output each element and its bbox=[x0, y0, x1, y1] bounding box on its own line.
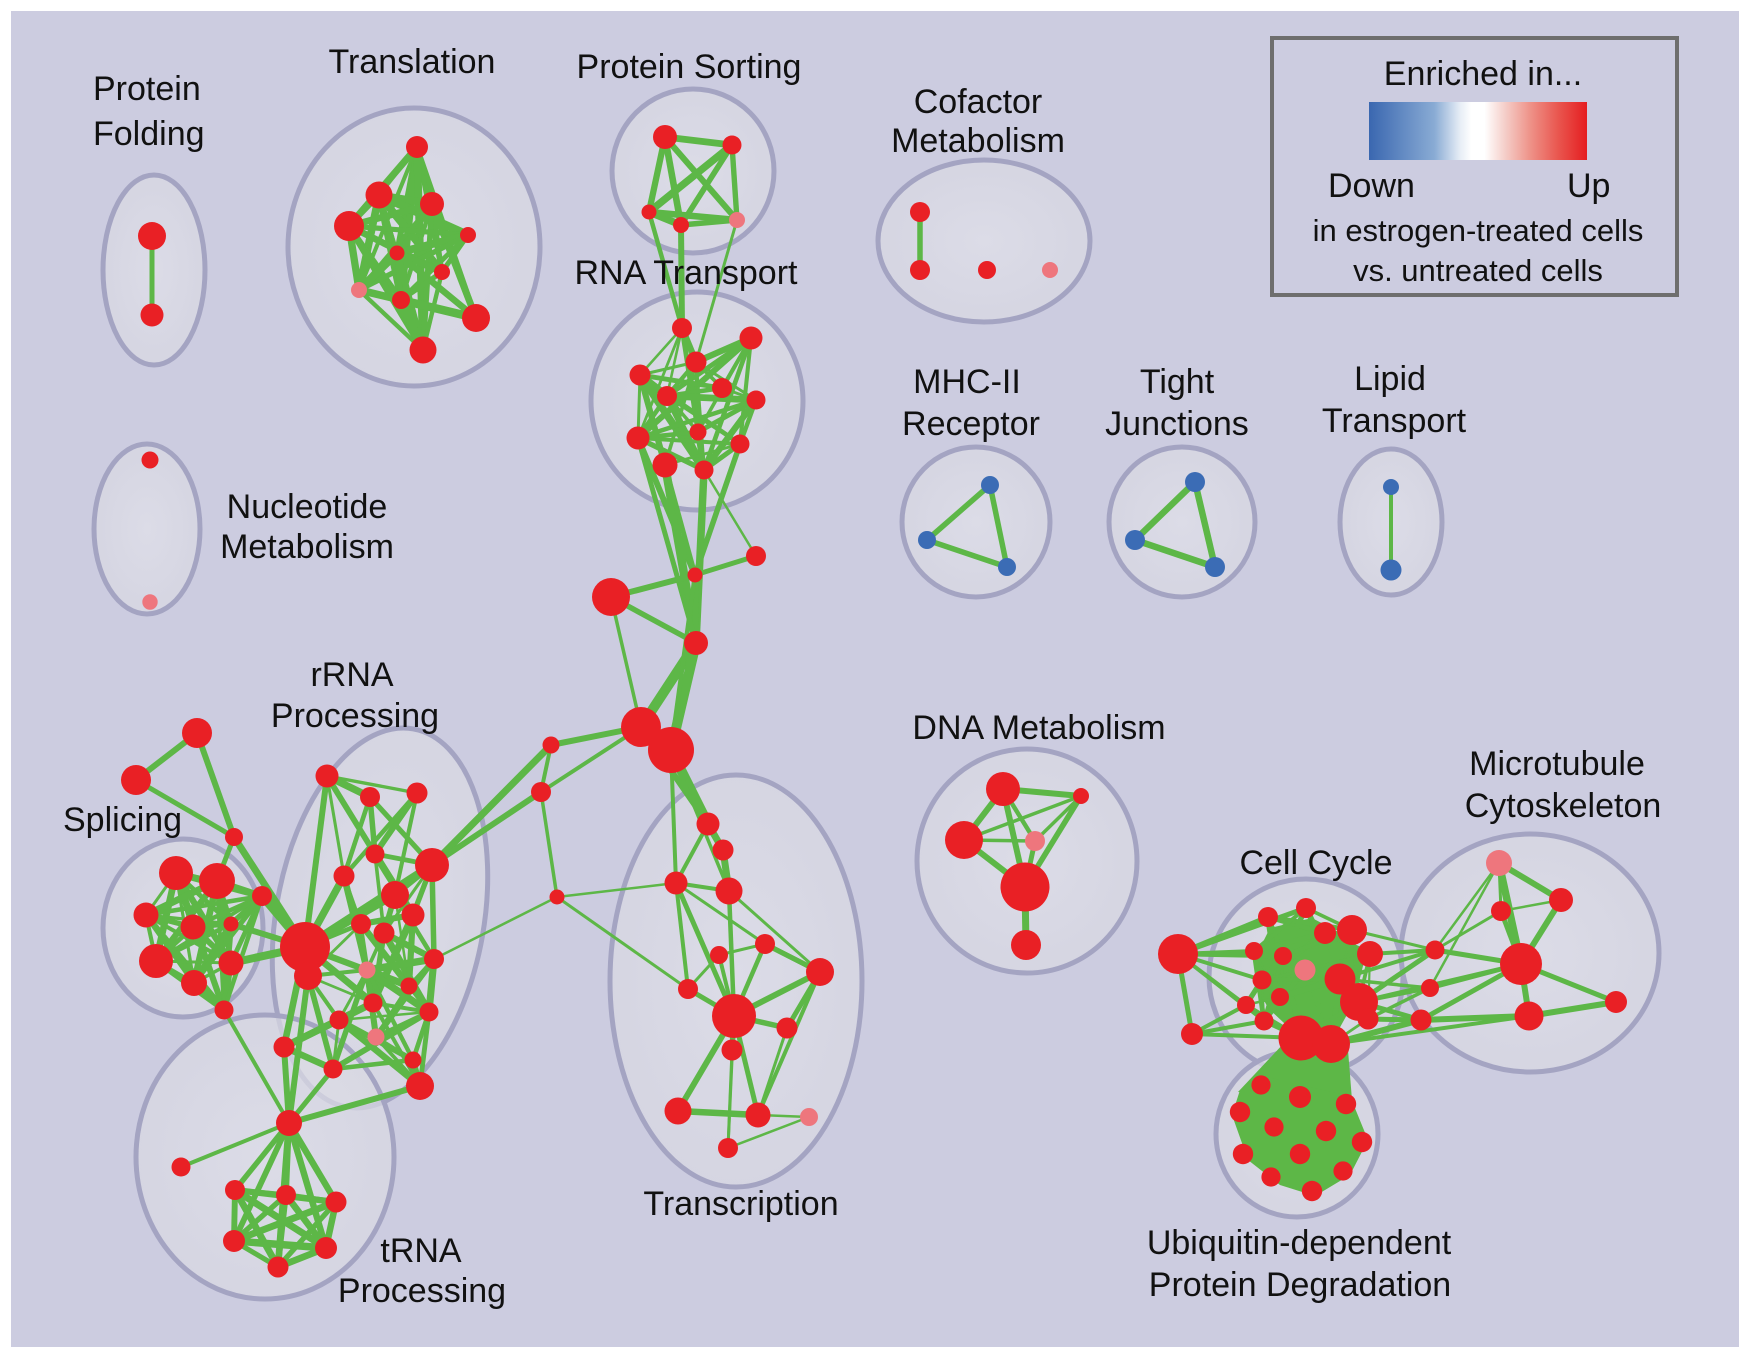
svg-text:Protein Sorting: Protein Sorting bbox=[577, 48, 802, 86]
svg-text:Microtubule: Microtubule bbox=[1469, 745, 1645, 783]
svg-text:Transport: Transport bbox=[1322, 402, 1467, 440]
svg-text:Metabolism: Metabolism bbox=[220, 528, 394, 566]
svg-text:Protein: Protein bbox=[93, 70, 201, 108]
svg-text:Processing: Processing bbox=[271, 697, 439, 735]
svg-text:Translation: Translation bbox=[329, 43, 496, 81]
svg-text:Cofactor: Cofactor bbox=[914, 83, 1043, 121]
svg-text:Enriched in...: Enriched in... bbox=[1384, 55, 1582, 93]
svg-text:Down: Down bbox=[1328, 167, 1415, 205]
svg-text:tRNA: tRNA bbox=[380, 1232, 462, 1270]
svg-text:MHC-II: MHC-II bbox=[913, 363, 1021, 401]
svg-text:Ubiquitin-dependent: Ubiquitin-dependent bbox=[1147, 1224, 1452, 1262]
svg-text:rRNA: rRNA bbox=[310, 656, 393, 694]
svg-text:Up: Up bbox=[1567, 167, 1610, 205]
svg-text:DNA Metabolism: DNA Metabolism bbox=[912, 709, 1165, 747]
svg-text:Folding: Folding bbox=[93, 115, 205, 153]
svg-text:Processing: Processing bbox=[338, 1272, 506, 1310]
svg-text:in estrogen-treated cells: in estrogen-treated cells bbox=[1313, 213, 1644, 248]
svg-text:Receptor: Receptor bbox=[902, 405, 1040, 443]
svg-text:Junctions: Junctions bbox=[1105, 405, 1249, 443]
svg-text:Cell Cycle: Cell Cycle bbox=[1239, 844, 1392, 882]
svg-text:Protein Degradation: Protein Degradation bbox=[1149, 1266, 1451, 1304]
svg-text:RNA Transport: RNA Transport bbox=[575, 254, 799, 292]
svg-text:Cytoskeleton: Cytoskeleton bbox=[1465, 787, 1662, 825]
svg-text:vs. untreated cells: vs. untreated cells bbox=[1353, 253, 1603, 288]
svg-text:Metabolism: Metabolism bbox=[891, 122, 1065, 160]
svg-text:Nucleotide: Nucleotide bbox=[227, 488, 388, 526]
svg-text:Tight: Tight bbox=[1140, 363, 1215, 401]
svg-text:Splicing: Splicing bbox=[63, 801, 182, 839]
svg-text:Lipid: Lipid bbox=[1354, 360, 1426, 398]
svg-text:Transcription: Transcription bbox=[643, 1185, 838, 1223]
